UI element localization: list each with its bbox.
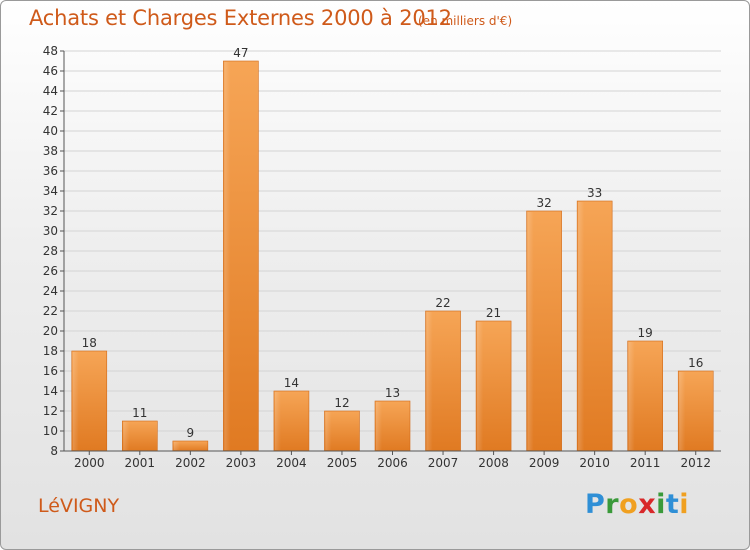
bar-highlight (325, 412, 332, 450)
y-tick-label: 38 (43, 144, 58, 158)
y-tick-label: 48 (43, 44, 58, 58)
y-tick-label: 26 (43, 264, 58, 278)
proxiti-letter: P (585, 489, 606, 520)
x-tick-label: 2012 (680, 456, 711, 470)
data-label: 32 (536, 196, 551, 210)
y-tick-label: 30 (43, 224, 58, 238)
x-tick-label: 2011 (630, 456, 661, 470)
data-label: 12 (334, 396, 349, 410)
y-tick-label: 12 (43, 404, 58, 418)
x-axis-ticks: 2000 2001 2002 2003 2004 2005 2006 2007 2008 2009… (74, 451, 711, 470)
data-label: 22 (435, 296, 450, 310)
data-labels: 18 11 9 47 14 12 13 22 21 32 33 19 16 (82, 46, 704, 440)
data-label: 13 (385, 386, 400, 400)
bar-highlight (274, 392, 281, 450)
x-tick-label: 2008 (478, 456, 509, 470)
y-tick-label: 46 (43, 64, 58, 78)
x-tick-label: 2006 (377, 456, 408, 470)
bar-highlight (426, 312, 433, 450)
x-tick-label: 2007 (428, 456, 459, 470)
proxiti-letter: t (665, 489, 680, 520)
y-tick-label: 22 (43, 304, 58, 318)
y-tick-label: 14 (43, 384, 58, 398)
x-tick-label: 2000 (74, 456, 105, 470)
bar-highlight (376, 402, 382, 450)
y-tick-label: 8 (50, 444, 58, 458)
y-tick-label: 44 (43, 84, 58, 98)
data-label: 19 (638, 326, 653, 340)
x-tick-label: 2001 (125, 456, 156, 470)
bar-highlight (72, 352, 79, 450)
bar-highlight (527, 212, 534, 450)
bars (71, 60, 714, 452)
x-tick-label: 2009 (529, 456, 560, 470)
commune-name: LéVIGNY (38, 495, 120, 517)
data-label: 47 (233, 46, 248, 60)
y-axis-ticks: 8 10 12 14 16 18 20 22 24 26 28 30 32 34 36 38 40 42 44 46 4… (43, 44, 64, 458)
data-label: 18 (82, 336, 97, 350)
bar-highlight (173, 442, 180, 450)
y-tick-label: 36 (43, 164, 58, 178)
bar-highlight (224, 62, 231, 450)
x-tick-label: 2004 (276, 456, 307, 470)
x-tick-label: 2005 (327, 456, 358, 470)
y-tick-label: 32 (43, 204, 58, 218)
proxiti-letter: i (679, 489, 690, 520)
chart-subtitle: (en milliers d'€) (418, 14, 513, 28)
x-tick-label: 2010 (579, 456, 610, 470)
proxiti-letter: i (656, 489, 666, 520)
y-tick-label: 40 (43, 124, 58, 138)
y-tick-label: 34 (43, 184, 58, 198)
chart-title: Achats et Charges Externes 2000 à 2012 (29, 6, 452, 30)
bar-highlight (578, 202, 585, 450)
y-tick-label: 20 (43, 324, 58, 338)
bar-highlight (679, 372, 686, 450)
bar-highlight (628, 342, 635, 450)
proxiti-letter: x (638, 489, 657, 520)
data-label: 11 (132, 406, 147, 420)
data-label: 9 (187, 426, 195, 440)
y-tick-label: 16 (43, 364, 58, 378)
data-label: 16 (688, 356, 703, 370)
y-tick-label: 24 (43, 284, 58, 298)
proxiti-letter: r (605, 489, 620, 520)
proxiti-logo: Proxiti (585, 489, 689, 520)
bar-highlight (477, 322, 484, 450)
y-tick-label: 10 (43, 424, 58, 438)
bar-highlight (123, 422, 130, 450)
proxiti-letter: o (619, 489, 639, 520)
x-tick-label: 2002 (175, 456, 206, 470)
data-label: 14 (284, 376, 299, 390)
x-tick-label: 2003 (226, 456, 257, 470)
data-label: 33 (587, 186, 602, 200)
y-tick-label: 42 (43, 104, 58, 118)
y-tick-label: 18 (43, 344, 58, 358)
data-label: 21 (486, 306, 501, 320)
y-tick-label: 28 (43, 244, 58, 258)
